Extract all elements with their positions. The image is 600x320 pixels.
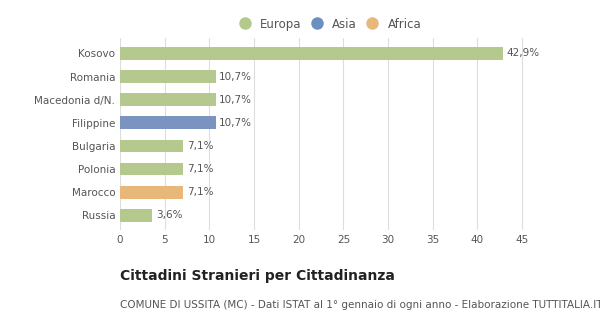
- Text: Cittadini Stranieri per Cittadinanza: Cittadini Stranieri per Cittadinanza: [120, 269, 395, 283]
- Bar: [120, 116, 215, 129]
- Text: 7,1%: 7,1%: [187, 187, 214, 197]
- Text: 10,7%: 10,7%: [219, 95, 252, 105]
- Bar: [120, 186, 184, 198]
- Legend: Europa, Asia, Africa: Europa, Asia, Africa: [236, 15, 424, 33]
- Bar: [120, 93, 215, 106]
- Text: 3,6%: 3,6%: [156, 210, 182, 220]
- Bar: [120, 47, 503, 60]
- Text: 7,1%: 7,1%: [187, 141, 214, 151]
- Bar: [120, 140, 184, 152]
- Bar: [120, 70, 215, 83]
- Text: 10,7%: 10,7%: [219, 118, 252, 128]
- Text: COMUNE DI USSITA (MC) - Dati ISTAT al 1° gennaio di ogni anno - Elaborazione TUT: COMUNE DI USSITA (MC) - Dati ISTAT al 1°…: [120, 300, 600, 310]
- Text: 10,7%: 10,7%: [219, 72, 252, 82]
- Bar: [120, 163, 184, 175]
- Bar: [120, 209, 152, 222]
- Text: 42,9%: 42,9%: [507, 49, 540, 59]
- Text: 7,1%: 7,1%: [187, 164, 214, 174]
